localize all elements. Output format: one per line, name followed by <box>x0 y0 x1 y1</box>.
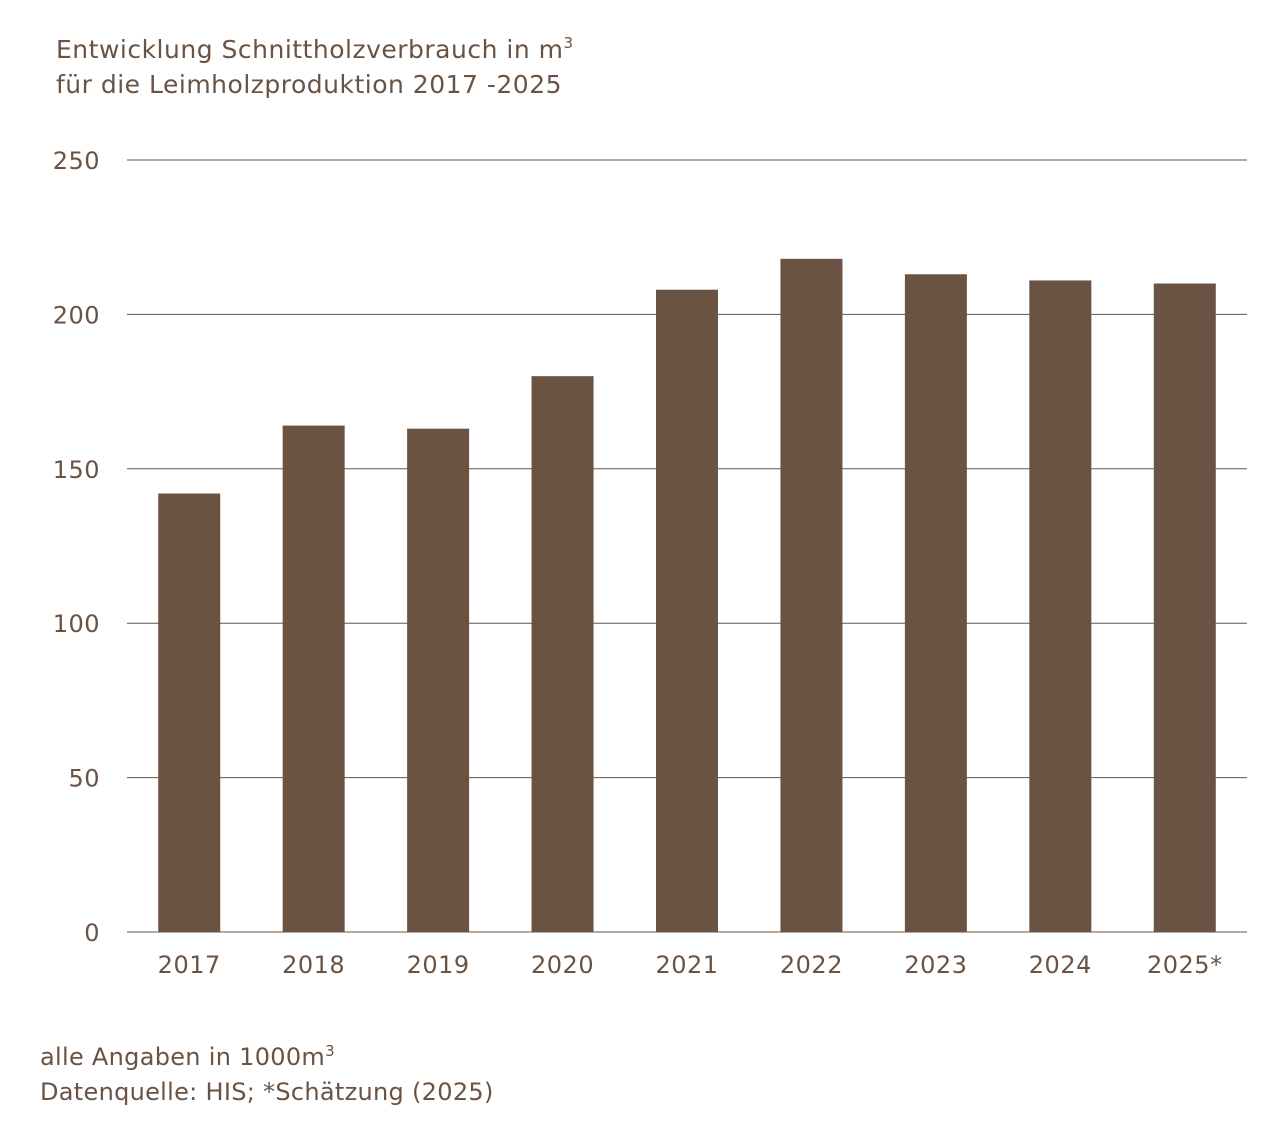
bar <box>531 376 594 932</box>
y-tick-label: 50 <box>68 765 100 793</box>
bar <box>1029 280 1092 932</box>
x-tick-label: 2025* <box>1147 951 1223 979</box>
bar <box>656 289 718 932</box>
chart-footer: alle Angaben in 1000m3 Datenquelle: HIS;… <box>40 1040 494 1110</box>
footer-source: Datenquelle: HIS; *Schätzung (2025) <box>40 1078 494 1106</box>
x-tick-label: 2020 <box>531 951 594 979</box>
footer-superscript: 3 <box>325 1042 335 1060</box>
bar <box>407 428 470 932</box>
title-line-2: für die Leimholzproduktion 2017 -2025 <box>56 70 563 99</box>
y-tick-label: 0 <box>84 919 100 947</box>
x-tick-label: 2024 <box>1029 951 1092 979</box>
y-tick-label: 200 <box>53 301 100 329</box>
x-tick-label: 2017 <box>158 951 221 979</box>
bar <box>282 425 345 932</box>
x-tick-label: 2018 <box>282 951 345 979</box>
chart-title: Entwicklung Schnittholzverbrauch in m3 f… <box>56 32 574 102</box>
title-superscript: 3 <box>563 34 574 52</box>
y-tick-label: 150 <box>53 456 100 484</box>
bar <box>904 274 967 933</box>
bar <box>780 258 843 932</box>
bar <box>1153 283 1216 932</box>
x-tick-label: 2021 <box>655 951 718 979</box>
y-tick-label: 250 <box>53 147 100 175</box>
bar <box>158 493 221 932</box>
title-line-1: Entwicklung Schnittholzverbrauch in m <box>56 35 564 64</box>
x-tick-label: 2023 <box>904 951 967 979</box>
x-tick-label: 2019 <box>407 951 470 979</box>
y-tick-label: 100 <box>53 610 100 638</box>
footer-units: alle Angaben in 1000m <box>40 1043 326 1071</box>
x-tick-label: 2022 <box>780 951 843 979</box>
